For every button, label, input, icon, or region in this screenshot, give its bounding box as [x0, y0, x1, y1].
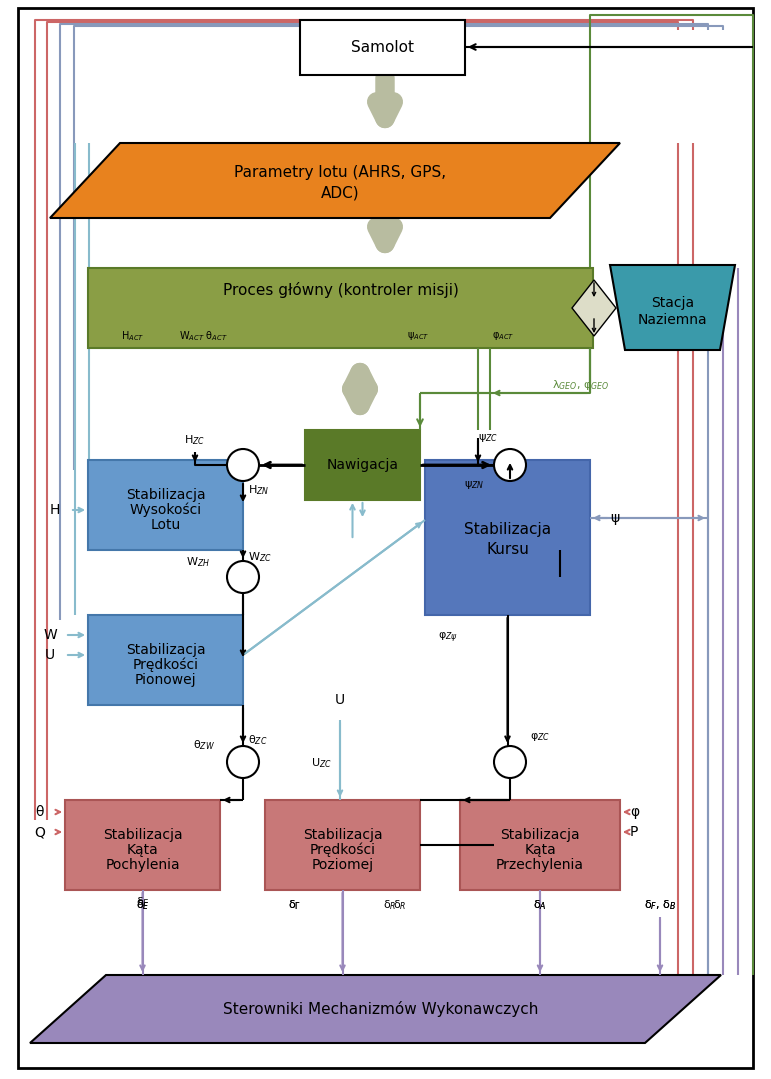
Text: Prędkości: Prędkości: [309, 843, 375, 857]
Bar: [300, 21, 465, 76]
Text: δ$_{A}$: δ$_{A}$: [534, 898, 547, 912]
Text: Sterowniki Mechanizmów Wykonawczych: Sterowniki Mechanizmów Wykonawczych: [223, 1001, 538, 1017]
Text: θ: θ: [35, 805, 44, 819]
Text: θ$_{ZW}$: θ$_{ZW}$: [193, 738, 215, 752]
Text: Parametry lotu (AHRS, GPS,: Parametry lotu (AHRS, GPS,: [234, 165, 446, 180]
Text: H$_{ACT}$: H$_{ACT}$: [121, 329, 145, 343]
Text: θ$_{ZC}$: θ$_{ZC}$: [248, 733, 268, 747]
Bar: [425, 460, 590, 615]
Text: H: H: [50, 503, 60, 517]
Text: U: U: [335, 693, 345, 707]
Text: Lotu: Lotu: [150, 518, 180, 532]
Text: δ$_{F}$, δ$_{B}$: δ$_{F}$, δ$_{B}$: [644, 898, 676, 912]
Text: U: U: [45, 648, 55, 663]
Bar: [305, 431, 420, 500]
Text: Stacja: Stacja: [651, 296, 694, 310]
Text: ψ$_{ACT}$: ψ$_{ACT}$: [407, 330, 429, 342]
Bar: [65, 800, 220, 890]
Text: U$_{ZC}$: U$_{ZC}$: [311, 756, 332, 770]
Polygon shape: [30, 975, 721, 1043]
Text: Poziomej: Poziomej: [311, 858, 374, 872]
Bar: [88, 460, 243, 550]
Text: H$_{ZC}$: H$_{ZC}$: [184, 433, 206, 447]
Text: Stabilizacja: Stabilizacja: [126, 488, 205, 502]
Text: W$_{ACT}$ θ$_{ACT}$: W$_{ACT}$ θ$_{ACT}$: [179, 329, 227, 343]
Bar: [88, 615, 243, 705]
Text: ψ$_{ZC}$: ψ$_{ZC}$: [478, 432, 498, 443]
Text: δ$_{E}$: δ$_{E}$: [136, 898, 150, 912]
Text: δ$_{R}$: δ$_{R}$: [383, 898, 397, 912]
Text: Stabilizacja: Stabilizacja: [500, 828, 580, 842]
Circle shape: [227, 449, 259, 481]
Text: φ$_{ZC}$: φ$_{ZC}$: [530, 730, 550, 743]
Circle shape: [227, 746, 259, 778]
Text: δ$_{F}$, δ$_{B}$: δ$_{F}$, δ$_{B}$: [644, 898, 676, 912]
Text: δ$_{E}$: δ$_{E}$: [136, 896, 150, 909]
Text: ADC): ADC): [321, 185, 359, 200]
Polygon shape: [572, 279, 616, 336]
Text: δ$_{R}$: δ$_{R}$: [393, 898, 407, 912]
Text: Samolot: Samolot: [351, 40, 414, 55]
Text: Nawigacja: Nawigacja: [326, 457, 399, 472]
Circle shape: [494, 746, 526, 778]
Circle shape: [227, 561, 259, 593]
Circle shape: [494, 449, 526, 481]
Bar: [88, 268, 593, 349]
Text: Wysokości: Wysokości: [130, 503, 201, 517]
Polygon shape: [50, 144, 620, 218]
Text: Naziemna: Naziemna: [638, 313, 707, 327]
Text: Przechylenia: Przechylenia: [496, 858, 584, 872]
Text: Proces główny (kontroler misji): Proces główny (kontroler misji): [223, 282, 459, 298]
Text: P: P: [630, 825, 638, 839]
Text: Kąta: Kąta: [126, 843, 158, 857]
Bar: [265, 800, 420, 890]
Text: φ$_{Z\psi}$: φ$_{Z\psi}$: [438, 631, 458, 645]
Text: δ$_{\Gamma}$: δ$_{\Gamma}$: [288, 898, 301, 912]
Text: δ$_{A}$: δ$_{A}$: [534, 898, 547, 912]
Text: W: W: [43, 628, 57, 642]
Text: φ: φ: [630, 805, 639, 819]
Bar: [460, 800, 620, 890]
Text: λ$_{GEO}$, φ$_{GEO}$: λ$_{GEO}$, φ$_{GEO}$: [552, 378, 609, 392]
Text: H$_{ZN}$: H$_{ZN}$: [248, 483, 269, 497]
Text: W$_{ZC}$: W$_{ZC}$: [248, 550, 272, 564]
Text: Kursu: Kursu: [486, 542, 529, 557]
Text: ψ: ψ: [610, 511, 619, 525]
Text: ψ$_{ZN}$: ψ$_{ZN}$: [464, 479, 484, 491]
Text: Stabilizacja: Stabilizacja: [103, 828, 182, 842]
Text: W$_{ZH}$: W$_{ZH}$: [186, 555, 210, 569]
Text: δ$_{\Gamma}$: δ$_{\Gamma}$: [288, 898, 301, 912]
Text: Pochylenia: Pochylenia: [105, 858, 180, 872]
Text: Stabilizacja: Stabilizacja: [126, 643, 205, 657]
Text: Stabilizacja: Stabilizacja: [303, 828, 382, 842]
Text: Kąta: Kąta: [524, 843, 556, 857]
Polygon shape: [610, 265, 735, 350]
Text: Pionowej: Pionowej: [135, 673, 197, 687]
Text: Stabilizacja: Stabilizacja: [464, 522, 551, 537]
Text: Prędkości: Prędkości: [133, 658, 198, 672]
Text: φ$_{ACT}$: φ$_{ACT}$: [492, 330, 514, 342]
Text: Q: Q: [35, 825, 45, 839]
Text: δ$_{E}$: δ$_{E}$: [136, 898, 150, 912]
